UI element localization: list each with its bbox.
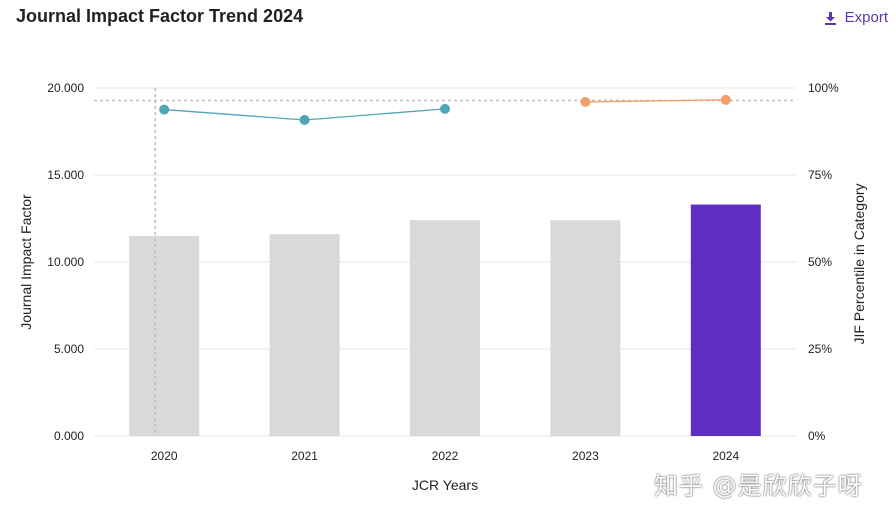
percentile-line (585, 99, 726, 103)
x-tick-label: 2023 (572, 449, 599, 463)
jif-bar-2022 (410, 220, 480, 436)
page-title: Journal Impact Factor Trend 2024 (16, 6, 304, 26)
y2-tick-label: 75% (808, 168, 832, 182)
percentile-point-2022 (440, 103, 450, 114)
y-tick-label: 0.000 (54, 429, 84, 443)
y-axis-title: Journal Impact Factor (18, 194, 34, 330)
y-tick-label: 15.000 (47, 168, 84, 182)
jif-bar-2020 (129, 235, 200, 436)
x-tick-label: 2020 (151, 449, 178, 463)
y2-tick-label: 0% (808, 429, 826, 443)
percentile-point-2020 (159, 104, 170, 115)
x-tick-label: 2022 (432, 449, 459, 463)
y-tick-label: 5.000 (54, 342, 84, 356)
jif-bar-2024 (690, 204, 761, 436)
percentile-point-2023 (580, 96, 591, 107)
download-icon (824, 11, 836, 25)
watermark: 知乎 @是欣欣子呀 (654, 472, 863, 500)
y2-tick-label: 25% (808, 342, 832, 356)
y2-tick-label: 50% (808, 255, 832, 269)
x-tick-label: 2024 (712, 449, 739, 463)
percentile-point-2024 (720, 94, 731, 105)
y-tick-label: 20.000 (47, 81, 84, 95)
percentile-point-2021 (299, 115, 310, 126)
y-tick-label: 10.000 (47, 255, 84, 269)
x-axis-title: JCR Years (412, 477, 478, 493)
y2-tick-label: 100% (808, 81, 839, 95)
x-tick-label: 2021 (291, 449, 318, 463)
jif-bar-2023 (550, 220, 621, 436)
y2-axis-title: JIF Percentile in Category (851, 183, 867, 344)
export-button[interactable]: Export (824, 9, 888, 26)
jif-bar-2021 (269, 234, 340, 436)
export-label: Export (844, 9, 888, 26)
